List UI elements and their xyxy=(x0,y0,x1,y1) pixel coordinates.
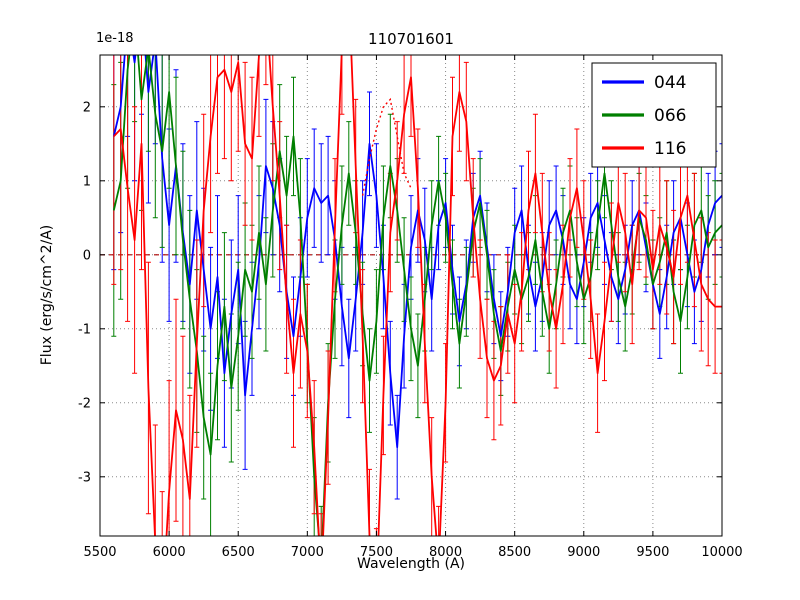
x-tick-label: 9500 xyxy=(636,545,669,560)
series-line-066 xyxy=(112,55,722,536)
x-tick-label: 7000 xyxy=(291,545,324,560)
series-line-116 xyxy=(113,55,722,536)
legend-label-044: 044 xyxy=(654,73,686,93)
y-tick-label: 2 xyxy=(83,100,91,115)
y-tick-label: -1 xyxy=(78,322,91,337)
x-tick-label: 6500 xyxy=(222,545,255,560)
dotted-red-segment xyxy=(361,97,412,196)
y-tick-label: 1 xyxy=(83,174,91,189)
x-axis-label: Wavelength (A) xyxy=(356,556,466,572)
plot-title: 110701601 xyxy=(368,30,454,48)
plot-data-area xyxy=(100,55,722,536)
axis-ticks xyxy=(99,55,723,536)
y-tick-label: -2 xyxy=(78,396,91,411)
x-tick-label: 6000 xyxy=(153,545,186,560)
x-tick-label: 7500 xyxy=(360,545,393,560)
legend: 044 066 116 xyxy=(591,62,717,168)
y-axis-label: Flux (erg/s/cm^2/A) xyxy=(39,224,55,366)
y-tick-label: 0 xyxy=(83,248,91,263)
plot-frame xyxy=(99,54,723,537)
legend-label-116: 116 xyxy=(654,139,686,159)
y-tick-label: -3 xyxy=(78,470,91,485)
x-tick-label: 5500 xyxy=(83,545,116,560)
legend-label-066: 066 xyxy=(654,106,686,126)
y-axis-offset-label: 1e-18 xyxy=(96,31,134,46)
x-tick-label: 10000 xyxy=(701,545,742,560)
x-tick-label: 8000 xyxy=(429,545,462,560)
x-tick-label: 9000 xyxy=(567,545,600,560)
x-tick-label: 8500 xyxy=(498,545,531,560)
